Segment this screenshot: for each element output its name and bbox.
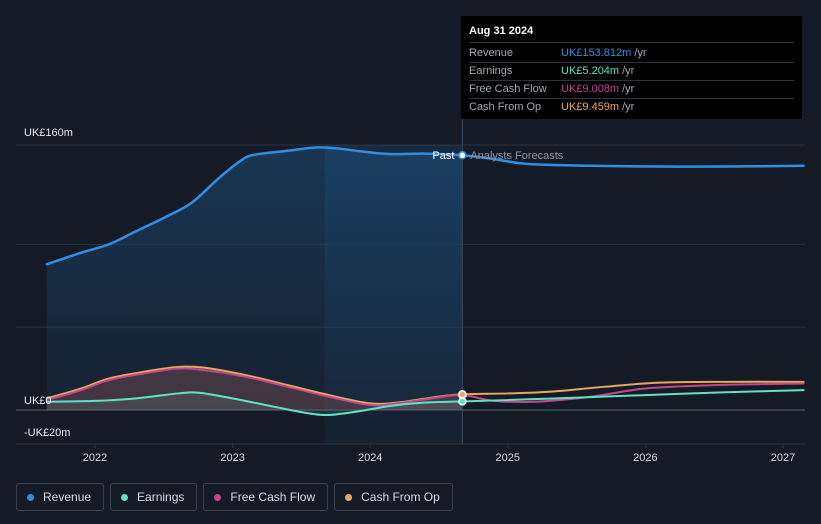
legend-item-revenue[interactable]: Revenue [16,483,105,511]
tooltip-value: UK£9.459m [561,101,620,113]
legend-label: Revenue [43,490,92,504]
legend-item-cash-from-op[interactable]: Cash From Op [334,483,453,511]
tooltip-label: Cash From Op [469,101,542,113]
tooltip-label: Earnings [469,65,513,77]
tooltip-row-earnings: Earnings UK£5.204m /yr [469,63,794,81]
marker-cash-from-op [458,390,467,399]
tooltip-unit: /yr [622,83,635,95]
legend-dot-icon [345,493,353,501]
divider-markers [458,115,467,444]
recent-period-shade [324,145,463,444]
y-label-top: UK£160m [24,127,73,139]
series-lines [45,146,805,417]
tooltip-value: UK£5.204m [561,65,620,77]
series-line-earnings [45,389,805,417]
legend-label: Free Cash Flow [230,490,316,504]
tooltip-row-revenue: Revenue UK£153.812m /yr [469,45,794,63]
legend-label: Cash From Op [361,490,440,504]
x-tick-label-2024: 2024 [358,452,382,464]
tooltip-label: Revenue [469,47,514,59]
legend-dot-icon [27,493,34,501]
x-tick-label-2027: 2027 [771,452,795,464]
series-fills [46,145,463,444]
tooltip-unit: /yr [622,101,635,113]
tooltip-date: Aug 31 2024 [469,24,794,43]
y-label-bottom: -UK£20m [24,427,70,439]
axis-labels: Past Analysts Forecasts UK£160m UK£0 -UK£20m… [24,127,795,464]
legend-item-free-cash-flow[interactable]: Free Cash Flow [203,483,329,511]
x-tick-label-2025: 2025 [496,452,520,464]
legend-label: Earnings [137,490,185,504]
tooltip-unit: /yr [622,65,635,77]
tooltip-value: UK£9.008m [561,83,620,95]
marker-revenue [458,151,467,160]
legend: Revenue Earnings Free Cash Flow Cash Fro… [16,483,453,511]
legend-dot-icon [121,493,129,501]
x-tick-label-2022: 2022 [83,452,107,464]
legend-item-earnings[interactable]: Earnings [110,483,198,511]
series-area-3 [46,366,463,410]
x-tick-label-2023: 2023 [220,452,244,464]
series-area-2 [46,368,463,410]
tooltip: Aug 31 2024 Revenue UK£153.812m /yr Earn… [461,16,802,119]
series-line-revenue [45,146,805,266]
y-label-zero: UK£0 [24,395,52,407]
tooltip-row-free-cash-flow: Free Cash Flow UK£9.008m /yr [469,81,794,99]
tooltip-label: Free Cash Flow [469,83,547,95]
tooltip-row-cash-from-op: Cash From Op UK£9.459m /yr [469,99,794,116]
x-tick-label-2026: 2026 [633,452,657,464]
forecast-label: Analysts Forecasts [470,150,563,162]
tooltip-value: UK£153.812m [561,47,632,59]
tooltip-unit: /yr [634,47,647,59]
past-label: Past [432,150,454,162]
series-line-cash-from-op [45,365,805,405]
legend-dot-icon [214,493,222,501]
series-line-free-cash-flow [45,367,805,407]
